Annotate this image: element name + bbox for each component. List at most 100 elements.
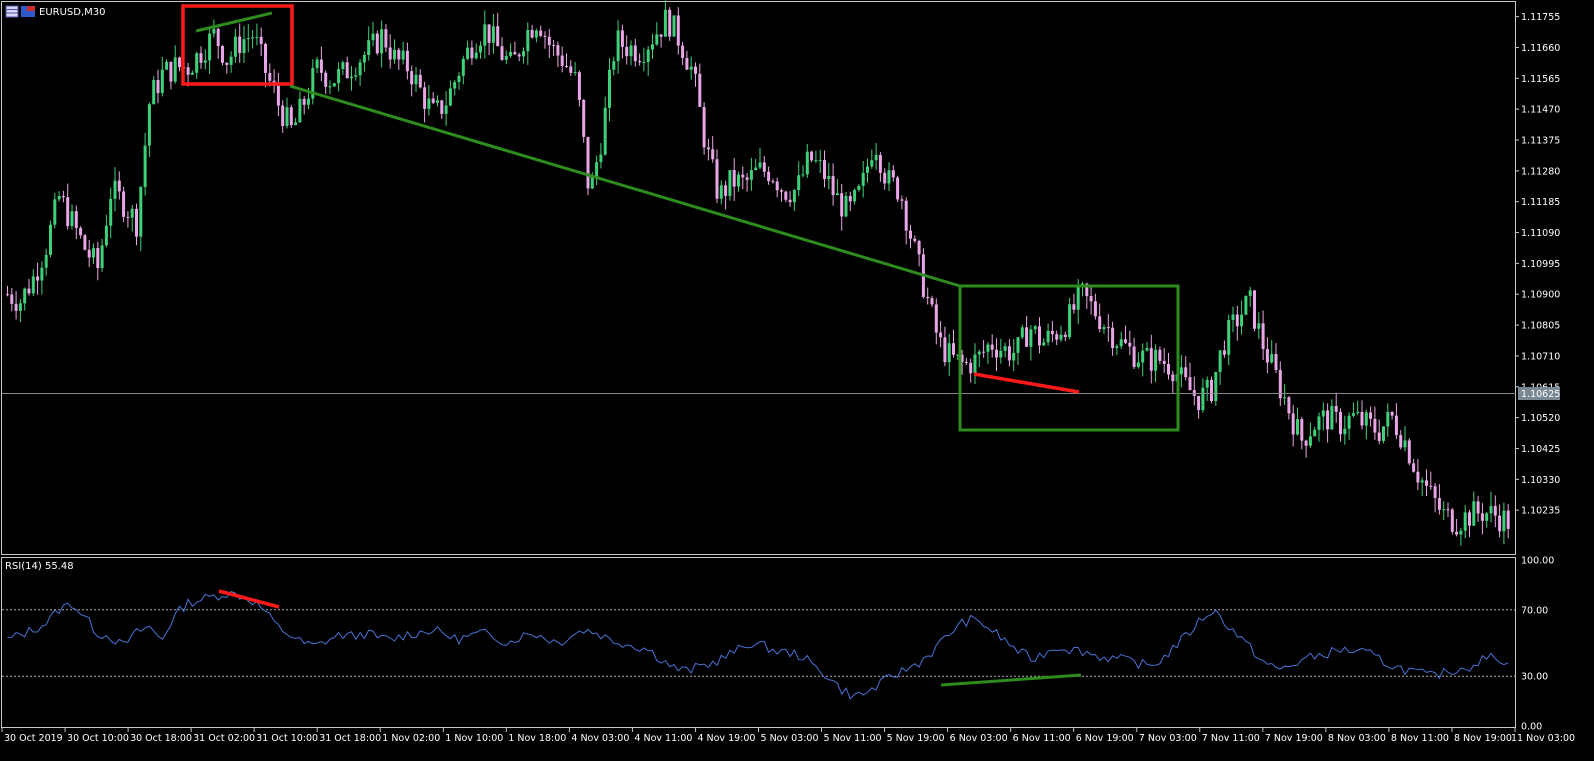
bear-candle <box>418 74 422 88</box>
price-panel-frame <box>1 1 1516 555</box>
bull-candle <box>328 86 332 88</box>
bull-candle <box>367 40 371 55</box>
bear-candle <box>1235 314 1239 327</box>
bear-candle <box>6 294 9 296</box>
bull-candle <box>40 267 44 281</box>
bear-candle <box>1480 513 1484 521</box>
bear-candle <box>681 45 685 59</box>
time-tick-label: 5 Nov 11:00 <box>824 733 882 744</box>
bull-candle <box>298 98 302 123</box>
bull-candle <box>491 26 495 43</box>
bear-candle <box>74 211 78 229</box>
bear-candle <box>1158 349 1162 361</box>
bear-candle <box>83 235 87 250</box>
bear-candle <box>633 45 637 62</box>
price-tick-label: 1.10330 <box>1521 475 1560 486</box>
bear-candle <box>470 47 474 59</box>
bull-candle <box>754 167 758 171</box>
bear-candle <box>582 99 586 137</box>
bull-candle <box>1145 348 1149 351</box>
bull-candle <box>18 303 22 311</box>
price-tick-label: 1.11470 <box>1521 105 1560 116</box>
bear-candle <box>1425 480 1428 486</box>
bear-candle <box>169 61 173 82</box>
bull-candle <box>719 185 723 199</box>
bull-candle <box>1308 436 1312 446</box>
bear-candle <box>952 343 955 355</box>
bear-candle <box>706 147 710 150</box>
bull-candle <box>999 350 1003 358</box>
rsi-tick-label: 70.00 <box>1521 605 1548 616</box>
bull-candle <box>608 69 611 108</box>
bull-candle <box>143 145 147 188</box>
bear-candle <box>745 177 749 180</box>
bear-candle <box>1373 418 1377 433</box>
bull-candle <box>104 225 108 246</box>
bull-candle <box>1016 337 1020 353</box>
bear-candle <box>939 332 943 338</box>
bear-candle <box>767 171 771 182</box>
bear-candle <box>702 106 706 148</box>
bull-candle <box>1472 501 1476 526</box>
bull-candle <box>1386 412 1390 427</box>
bull-candle <box>737 174 740 187</box>
rsi-tick-label: 100.00 <box>1521 556 1554 567</box>
bull-candle <box>354 75 358 77</box>
bear-candle <box>345 62 349 79</box>
bear-candle <box>668 9 672 37</box>
bull-candle <box>393 49 396 60</box>
bull-candle <box>294 122 298 126</box>
bear-candle <box>913 238 917 242</box>
time-tick-label: 4 Nov 03:00 <box>571 733 629 744</box>
bear-candle <box>319 59 323 73</box>
bear-candle <box>1089 296 1093 302</box>
bear-candle <box>384 29 388 48</box>
time-tick-label: 4 Nov 11:00 <box>634 733 692 744</box>
bear-candle <box>539 30 543 36</box>
bear-candle <box>823 160 826 180</box>
bear-candle <box>552 45 556 47</box>
bull-candle <box>1351 413 1355 416</box>
bull-candle <box>973 354 977 374</box>
bear-candle <box>1412 463 1416 472</box>
bull-candle <box>728 170 732 196</box>
bull-candle <box>1042 342 1046 346</box>
bull-candle <box>504 55 508 60</box>
bull-candle <box>646 49 650 63</box>
bull-candle <box>350 76 353 79</box>
bear-candle <box>289 107 293 126</box>
bull-candle <box>1343 428 1347 435</box>
bull-candle <box>453 82 457 89</box>
rsi-tick-label: 0.00 <box>1521 722 1542 733</box>
bear-candle <box>513 52 517 55</box>
flag-icon <box>21 6 35 17</box>
bear-candle <box>1300 419 1304 441</box>
bear-candle <box>1188 377 1192 391</box>
bear-candle <box>1429 485 1433 487</box>
bear-candle <box>891 170 895 178</box>
bear-candle <box>1124 339 1127 343</box>
bear-candle <box>1278 369 1282 399</box>
bull-candle <box>1240 314 1244 327</box>
red-trendline-rsi <box>218 589 280 609</box>
bear-candle <box>487 24 491 43</box>
bull-candle <box>466 47 470 59</box>
bull-candle <box>1218 350 1222 372</box>
bear-candle <box>1072 304 1076 310</box>
bear-candle <box>281 105 285 127</box>
bull-candle <box>53 199 57 225</box>
time-tick-label: 31 Oct 10:00 <box>256 733 318 744</box>
bear-candle <box>264 43 267 73</box>
bull-candle <box>414 74 418 85</box>
bear-candle <box>917 241 921 255</box>
bear-candle <box>221 46 224 63</box>
bear-candle <box>423 87 427 109</box>
bull-candle <box>427 98 431 109</box>
bear-candle <box>178 57 181 68</box>
green-trendline-rsi <box>940 673 1082 687</box>
bull-candle <box>139 187 143 237</box>
bull-candle <box>870 160 874 167</box>
bear-candle <box>1128 342 1132 347</box>
bull-candle <box>1296 419 1299 435</box>
